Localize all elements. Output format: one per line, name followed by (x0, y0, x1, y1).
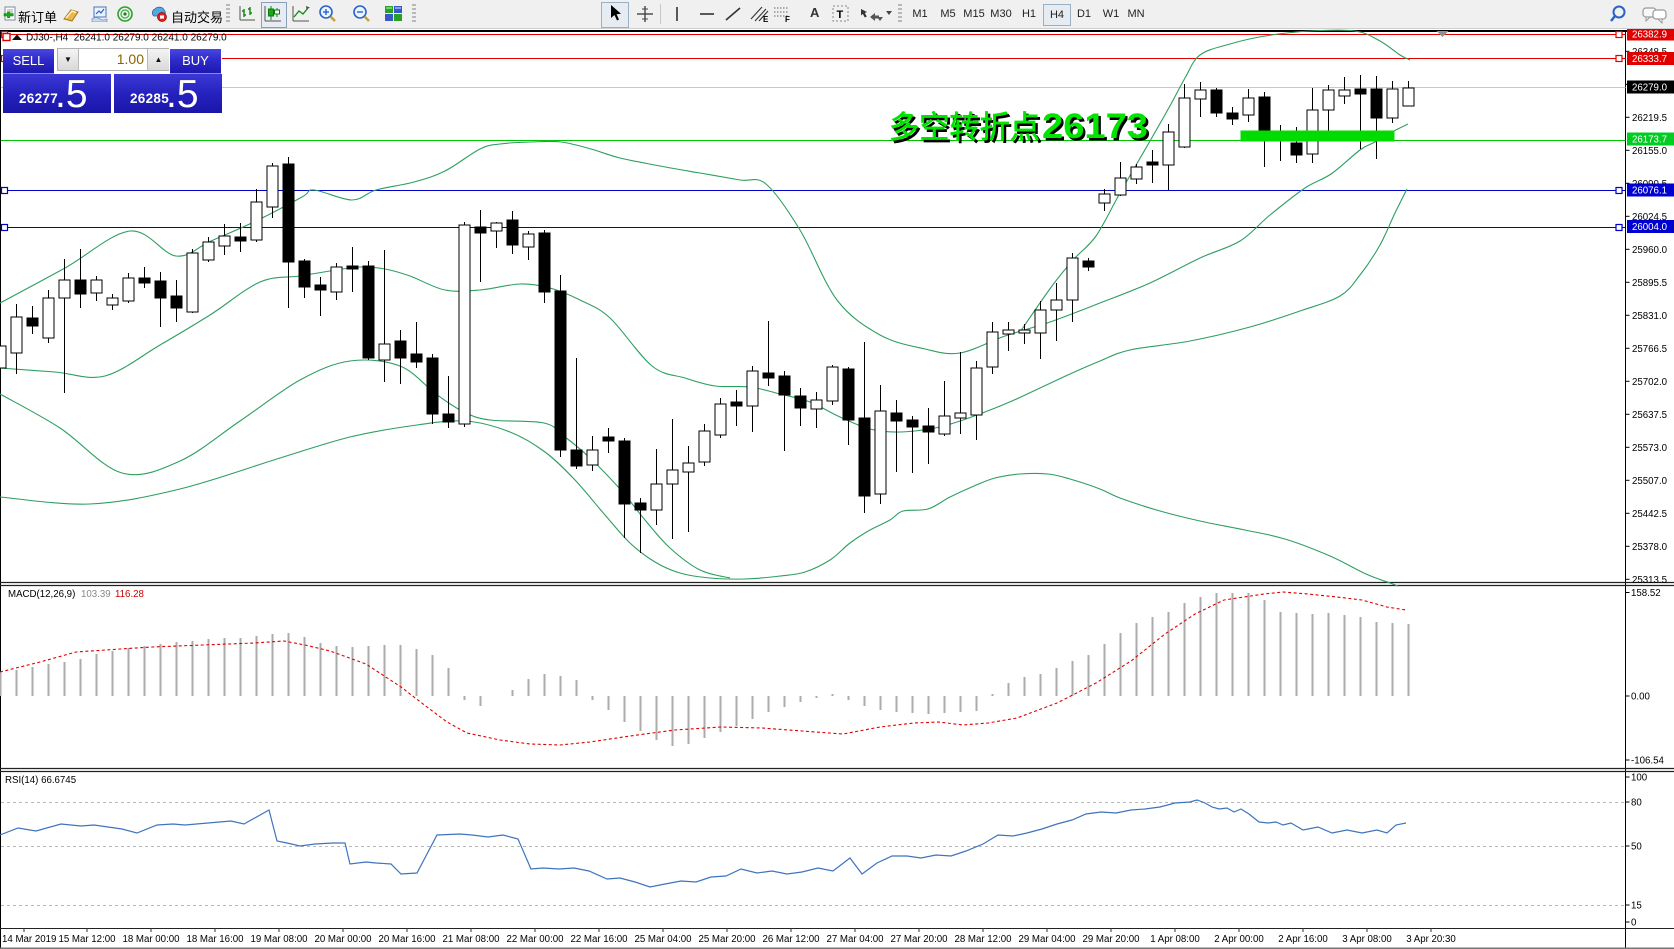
svg-text:0.00: 0.00 (1631, 692, 1650, 703)
svg-text:F: F (785, 15, 790, 23)
svg-text:15: 15 (1631, 901, 1642, 912)
svg-text:27 Mar 20:00: 27 Mar 20:00 (890, 934, 948, 945)
svg-text:26219.5: 26219.5 (1632, 113, 1667, 124)
svg-text:25766.5: 25766.5 (1632, 344, 1667, 355)
svg-text:18 Mar 16:00: 18 Mar 16:00 (186, 934, 244, 945)
svg-text:20 Mar 16:00: 20 Mar 16:00 (378, 934, 436, 945)
svg-text:DJ30-,H4 26241.0 26279.0 2624: DJ30-,H4 26241.0 26279.0 26241.0 26279.0 (26, 33, 227, 44)
svg-text:多空转折点: 多空转折点 (889, 110, 1040, 145)
svg-text:25 Mar 20:00: 25 Mar 20:00 (698, 934, 756, 945)
svg-text:26173: 26173 (1042, 107, 1148, 146)
svg-text:26024.5: 26024.5 (1632, 212, 1667, 223)
svg-text:25378.0: 25378.0 (1632, 542, 1668, 553)
svg-text:100: 100 (1631, 773, 1648, 784)
svg-text:25702.0: 25702.0 (1632, 377, 1668, 388)
svg-text:25442.5: 25442.5 (1632, 509, 1667, 520)
svg-text:2 Apr 00:00: 2 Apr 00:00 (1214, 934, 1264, 945)
svg-text:21 Mar 08:00: 21 Mar 08:00 (442, 934, 500, 945)
svg-text:25313.5: 25313.5 (1632, 575, 1667, 586)
svg-text:26 Mar 12:00: 26 Mar 12:00 (762, 934, 820, 945)
svg-text:26333.7: 26333.7 (1632, 54, 1667, 65)
svg-text:29 Mar 20:00: 29 Mar 20:00 (1082, 934, 1140, 945)
svg-text:22 Mar 16:00: 22 Mar 16:00 (570, 934, 628, 945)
svg-text:26076.1: 26076.1 (1632, 186, 1667, 197)
svg-text:29 Mar 04:00: 29 Mar 04:00 (1018, 934, 1076, 945)
svg-text:25 Mar 04:00: 25 Mar 04:00 (634, 934, 692, 945)
svg-text:26004.0: 26004.0 (1632, 222, 1668, 233)
svg-text:80: 80 (1631, 798, 1642, 809)
svg-text:25637.5: 25637.5 (1632, 410, 1667, 421)
svg-text:158.52: 158.52 (1631, 588, 1661, 599)
svg-text:116.28: 116.28 (115, 589, 144, 600)
svg-text:28 Mar 12:00: 28 Mar 12:00 (954, 934, 1012, 945)
svg-text:26382.9: 26382.9 (1632, 30, 1667, 41)
svg-text:RSI(14) 66.6745: RSI(14) 66.6745 (5, 775, 76, 786)
svg-text:2 Apr 16:00: 2 Apr 16:00 (1278, 934, 1328, 945)
svg-text:3 Apr 08:00: 3 Apr 08:00 (1342, 934, 1392, 945)
svg-text:20 Mar 00:00: 20 Mar 00:00 (314, 934, 372, 945)
svg-text:25507.0: 25507.0 (1632, 476, 1668, 487)
svg-text:MACD(12,26,9): MACD(12,26,9) (8, 589, 75, 600)
svg-text:25573.0: 25573.0 (1632, 443, 1668, 454)
svg-text:E: E (763, 15, 769, 23)
svg-text:25960.0: 25960.0 (1632, 245, 1668, 256)
svg-text:25831.0: 25831.0 (1632, 311, 1668, 322)
svg-text:27 Mar 04:00: 27 Mar 04:00 (826, 934, 884, 945)
svg-text:22 Mar 00:00: 22 Mar 00:00 (506, 934, 564, 945)
svg-text:1 Apr 08:00: 1 Apr 08:00 (1150, 934, 1200, 945)
svg-text:14 Mar 2019: 14 Mar 2019 (2, 934, 56, 945)
svg-text:0: 0 (1631, 918, 1637, 929)
svg-text:50: 50 (1631, 842, 1642, 853)
svg-text:多空转折点: 多空转折点 (891, 112, 1042, 147)
svg-text:15 Mar 12:00: 15 Mar 12:00 (58, 934, 116, 945)
svg-text:18 Mar 00:00: 18 Mar 00:00 (122, 934, 180, 945)
svg-text:25895.5: 25895.5 (1632, 278, 1667, 289)
svg-text:26155.0: 26155.0 (1632, 146, 1668, 157)
svg-text:26173.7: 26173.7 (1632, 135, 1667, 146)
svg-text:19 Mar 08:00: 19 Mar 08:00 (250, 934, 308, 945)
svg-text:26279.0: 26279.0 (1632, 83, 1668, 94)
svg-text:103.39: 103.39 (81, 589, 111, 600)
svg-text:26173: 26173 (1044, 109, 1150, 148)
svg-text:T: T (837, 9, 844, 21)
svg-text:3 Apr 20:30: 3 Apr 20:30 (1406, 934, 1456, 945)
svg-text:-106.54: -106.54 (1631, 756, 1664, 767)
